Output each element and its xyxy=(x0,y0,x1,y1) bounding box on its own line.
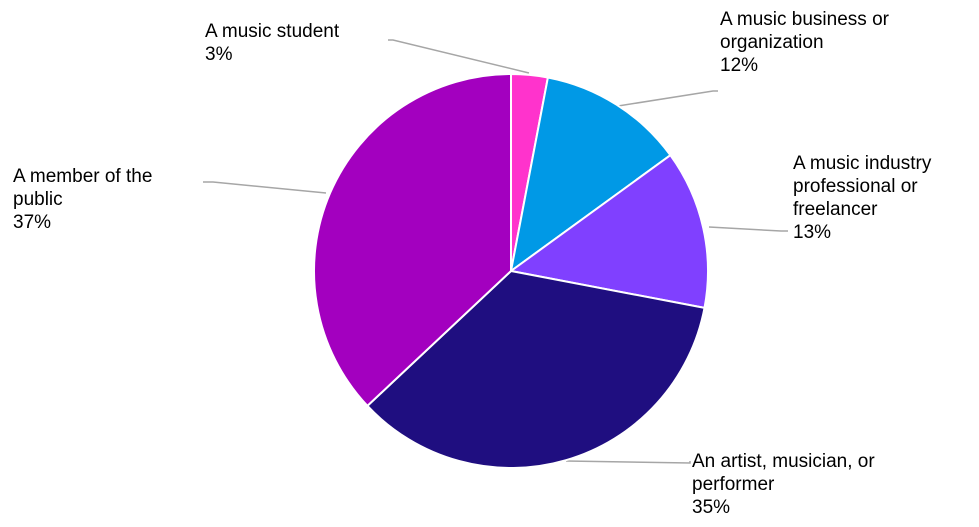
slice-member-public xyxy=(312,73,512,407)
slice-label-line: professional or xyxy=(793,176,918,197)
slice-value-label: 3% xyxy=(205,44,233,65)
leader-line xyxy=(388,39,530,74)
pie-slices xyxy=(312,73,709,470)
leader-line xyxy=(617,90,718,107)
leader-line xyxy=(708,226,788,232)
slice-label-line: public xyxy=(13,189,63,210)
slice-label-line: A music industry xyxy=(793,153,932,174)
slice-label-music-business: A music business or organization 12% xyxy=(720,8,889,77)
slice-artist-musician xyxy=(366,270,706,470)
slice-value-label: 13% xyxy=(793,222,832,243)
slice-label-line: A member of the xyxy=(13,166,153,187)
slice-value-label: 35% xyxy=(692,497,731,518)
slice-label-line: performer xyxy=(692,474,775,495)
leader-line xyxy=(565,460,691,464)
leader-line xyxy=(203,181,327,194)
slice-value-label: 12% xyxy=(720,55,759,76)
leader-lines xyxy=(203,39,788,464)
slice-label-line: A music business or xyxy=(720,9,889,30)
slice-label-line: An artist, musician, or xyxy=(692,451,875,472)
slice-label-line: organization xyxy=(720,32,824,53)
slice-industry-professional xyxy=(510,154,709,309)
slice-label-artist-musician: An artist, musician, or performer 35% xyxy=(692,450,875,519)
slice-label-line: A music student xyxy=(205,21,340,42)
slice-label-music-student: A music student 3% xyxy=(205,20,339,66)
slice-label-line: freelancer xyxy=(793,199,878,220)
slice-label-member-public: A member of the public 37% xyxy=(13,165,152,234)
slice-value-label: 37% xyxy=(13,212,52,233)
slice-music-business xyxy=(510,76,672,272)
slice-label-industry-professional: A music industry professional or freelan… xyxy=(793,152,931,244)
